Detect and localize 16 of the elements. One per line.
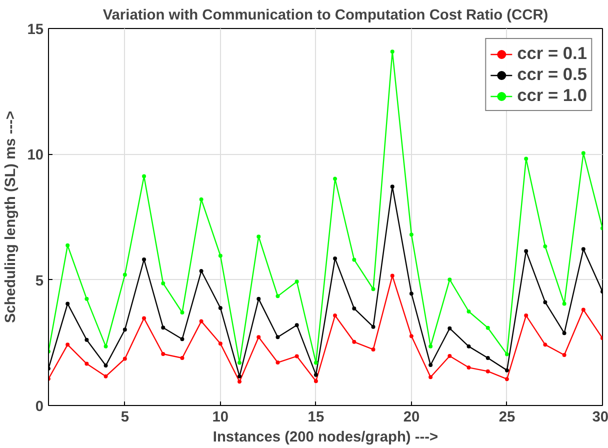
x-tick-label: 5 [120,410,129,426]
legend-label: ccr = 0.5 [517,64,587,85]
y-tick-label: 10 [27,148,44,164]
y-axis-title: Scheduling length (SL) ms ---> [3,110,20,324]
legend-label: ccr = 0.1 [517,43,587,64]
y-tick-label: 0 [35,399,44,415]
x-tick-label: 10 [212,410,229,426]
legend-label: ccr = 1.0 [517,85,587,106]
x-tick-label: 20 [403,410,420,426]
y-tick-label: 5 [35,273,44,290]
x-axis-title: Instances (200 nodes/graph) ---> [212,430,438,446]
chart-title: Variation with Communication to Computation Cost Ratio (CCR) [102,8,548,24]
y-tick-label: 15 [27,22,44,38]
x-tick-label: 25 [498,410,516,426]
x-tick-label: 15 [308,410,324,426]
x-tick-label: 30 [592,410,608,426]
